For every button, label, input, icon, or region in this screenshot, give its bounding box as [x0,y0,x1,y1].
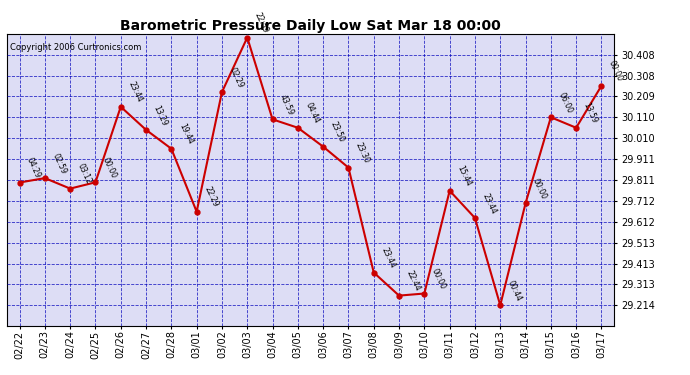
Text: 04:44: 04:44 [304,101,321,125]
Text: 13:29: 13:29 [152,104,169,127]
Text: 02:29: 02:29 [228,66,245,89]
Title: Barometric Pressure Daily Low Sat Mar 18 00:00: Barometric Pressure Daily Low Sat Mar 18… [120,19,501,33]
Text: 23:44: 23:44 [126,80,144,104]
Text: 15:44: 15:44 [455,164,473,188]
Text: 00:00: 00:00 [531,177,549,201]
Text: 13:59: 13:59 [582,101,599,125]
Text: 00:00: 00:00 [430,267,447,291]
Text: 43:59: 43:59 [278,93,295,117]
Text: 00:00: 00:00 [101,156,119,180]
Text: 06:00: 06:00 [556,91,574,114]
Text: 03:12: 03:12 [76,162,93,186]
Text: 23:30: 23:30 [354,141,371,165]
Text: 23:44: 23:44 [480,192,498,215]
Text: 22:29: 22:29 [202,186,219,209]
Text: 22:59: 22:59 [253,11,270,35]
Text: 22:44: 22:44 [404,269,422,293]
Text: 02:59: 02:59 [50,152,68,176]
Text: 23:50: 23:50 [328,120,346,144]
Text: 23:44: 23:44 [380,246,397,270]
Text: 19:44: 19:44 [177,122,195,146]
Text: 04:29: 04:29 [25,156,43,180]
Text: 00:00: 00:00 [607,59,624,83]
Text: 00:44: 00:44 [506,279,523,303]
Text: Copyright 2006 Curtronics.com: Copyright 2006 Curtronics.com [10,42,141,51]
